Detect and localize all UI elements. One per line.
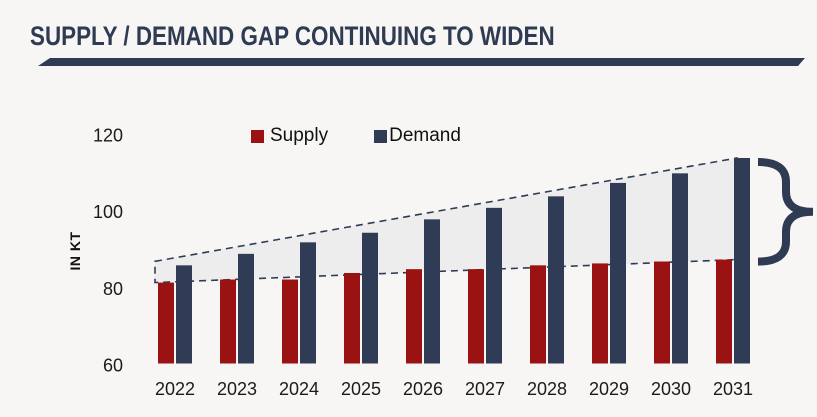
x-tick-label-2031: 2031	[713, 379, 753, 399]
supply-bar-2023	[220, 279, 236, 364]
chart-legend: Supply Demand	[251, 125, 461, 147]
gap-brace-icon	[757, 158, 814, 266]
page-title: SUPPLY / DEMAND GAP CONTINUING TO WIDEN	[30, 21, 555, 51]
x-tick-label-2027: 2027	[465, 379, 505, 399]
demand-bar-2030	[672, 173, 688, 364]
supply-bar-2028	[530, 265, 546, 364]
demand-bar-2031	[734, 158, 750, 364]
supply-bar-2025	[344, 273, 360, 364]
demand-bar-2024	[300, 242, 316, 364]
x-tick-label-2022: 2022	[155, 379, 195, 399]
supply-bar-2027	[468, 269, 484, 364]
demand-bar-2028	[548, 196, 564, 364]
supply-bar-2024	[282, 279, 298, 364]
supply-swatch-icon	[251, 129, 264, 143]
supply-bar-2030	[654, 261, 670, 364]
demand-bar-2027	[486, 207, 502, 364]
supply-bar-2026	[406, 269, 422, 364]
legend-item-supply: Supply	[251, 125, 328, 147]
demand-bar-2026	[424, 219, 440, 364]
legend-item-demand: Demand	[374, 125, 461, 147]
title-underline-bar	[38, 58, 805, 66]
demand-bar-2022	[176, 265, 192, 364]
demand-bar-2023	[238, 253, 254, 364]
x-tick-label-2026: 2026	[403, 379, 443, 399]
x-tick-label-2030: 2030	[651, 379, 691, 399]
y-tick-label-60: 60	[103, 356, 123, 376]
demand-bar-2029	[610, 182, 626, 364]
demand-swatch-icon	[374, 129, 388, 143]
demand-bar-2025	[362, 232, 378, 364]
demand-legend-label: Demand	[389, 125, 461, 146]
supply-bar-2029	[592, 263, 608, 364]
supply-legend-label: Supply	[270, 125, 329, 146]
x-tick-label-2029: 2029	[589, 379, 629, 399]
supply-bar-2031	[716, 259, 732, 364]
x-tick-label-2023: 2023	[217, 379, 257, 399]
y-tick-label-120: 120	[93, 126, 123, 146]
supply-bar-2022	[158, 282, 174, 364]
x-tick-label-2025: 2025	[341, 379, 381, 399]
x-tick-label-2028: 2028	[527, 379, 567, 399]
x-tick-label-2024: 2024	[279, 379, 319, 399]
y-tick-label-100: 100	[93, 202, 123, 222]
y-tick-label-80: 80	[103, 279, 123, 299]
